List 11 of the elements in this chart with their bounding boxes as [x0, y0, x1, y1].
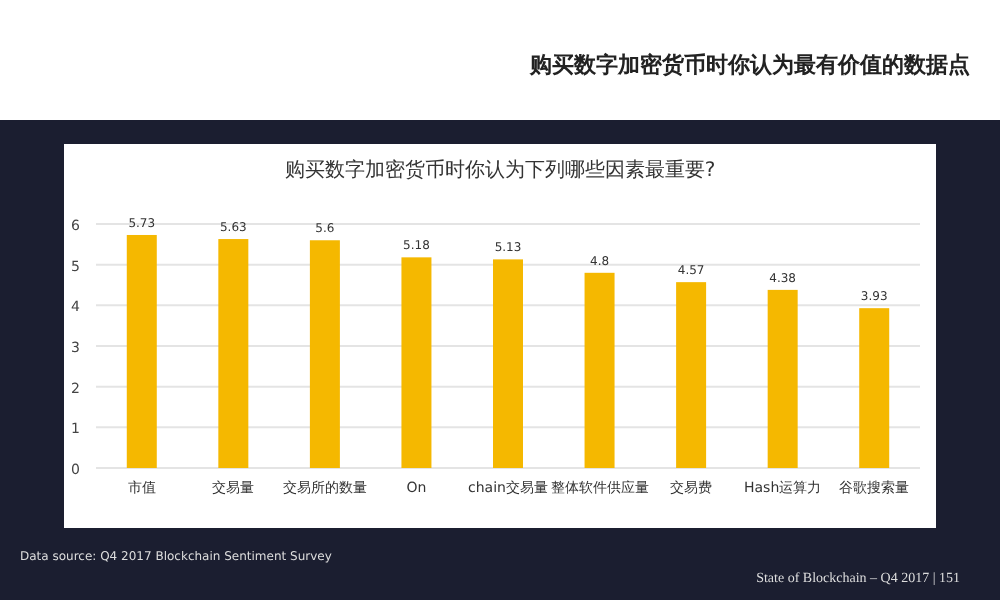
bar — [218, 239, 249, 468]
bar — [676, 282, 707, 468]
bar — [309, 240, 340, 468]
bar — [493, 259, 523, 468]
bar — [584, 272, 615, 468]
bar — [767, 289, 798, 468]
chart-title: 购买数字加密货币时你认为下列哪些因素最重要? — [284, 158, 716, 182]
bar — [401, 257, 432, 468]
bar — [859, 308, 890, 468]
bar — [126, 234, 157, 468]
chart-subtitle: 购买数字加密货币时你认为最有价值的数据点 — [528, 52, 970, 78]
